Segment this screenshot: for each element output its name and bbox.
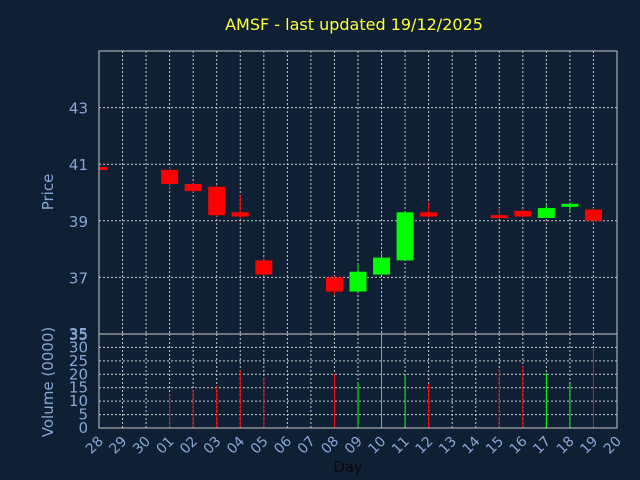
candle-body xyxy=(490,215,508,219)
x-tick-label: 20 xyxy=(601,434,625,458)
x-tick-label: 29 xyxy=(106,434,130,458)
candle-body xyxy=(584,209,602,221)
price-tick-label: 37 xyxy=(69,269,88,287)
candle-body xyxy=(561,203,579,207)
x-tick-label: 18 xyxy=(554,434,578,458)
candle-body xyxy=(208,186,226,216)
candle-body xyxy=(537,208,555,218)
price-tick-label: 35 xyxy=(69,326,88,344)
x-tick-label: 30 xyxy=(130,434,154,458)
candle-body xyxy=(373,257,391,275)
price-tick-label: 39 xyxy=(69,213,88,231)
volume-tick-label: 20 xyxy=(69,365,88,383)
chart-title: AMSF - last updated 19/12/2025 xyxy=(225,15,483,34)
candle-body xyxy=(231,212,249,217)
price-ticks: 35 37 39 41 43 xyxy=(69,100,88,344)
x-tick-label: 06 xyxy=(271,433,295,457)
volume-bars xyxy=(169,334,594,428)
x-tick-label: 15 xyxy=(483,434,507,458)
volume-axis-label: Volume (0000) xyxy=(39,327,57,437)
candle-body xyxy=(161,169,179,185)
x-tick-label: 16 xyxy=(507,433,531,457)
price-axis-label: Price xyxy=(39,174,57,211)
candle-body xyxy=(396,212,414,261)
candle-body xyxy=(255,260,273,275)
volume-tick-label: 35 xyxy=(69,325,88,343)
price-tick-label: 41 xyxy=(69,156,88,174)
x-tick-label: 14 xyxy=(460,433,484,457)
x-tick-label: 11 xyxy=(389,434,413,458)
x-tick-label: 10 xyxy=(365,434,389,458)
x-tick-label: 02 xyxy=(177,434,201,458)
candle-body xyxy=(514,210,532,217)
x-tick-label: 09 xyxy=(342,434,366,458)
candle-body xyxy=(184,184,202,192)
x-ticks: 28 29 30 01 02 03 04 05 06 07 08 09 10 11 12 13 14 15 16 17… xyxy=(83,433,625,457)
candle-body xyxy=(325,277,343,292)
volume-tick-label: 10 xyxy=(69,392,88,410)
x-tick-label: 01 xyxy=(154,434,178,458)
x-tick-label: 05 xyxy=(248,434,272,458)
x-tick-label: 03 xyxy=(201,434,225,458)
x-tick-label: 12 xyxy=(413,434,437,458)
x-tick-label: 28 xyxy=(83,434,107,458)
price-tick-label: 43 xyxy=(69,100,88,118)
x-axis-label: Day xyxy=(333,458,363,476)
candle-body xyxy=(99,167,108,171)
x-tick-label: 08 xyxy=(318,434,342,458)
volume-panel-frame xyxy=(98,333,618,429)
volume-tick-label: 25 xyxy=(69,352,88,370)
x-tick-label: 17 xyxy=(530,434,554,458)
x-tick-label: 19 xyxy=(577,434,601,458)
x-tick-label: 13 xyxy=(436,434,460,458)
candle-body xyxy=(420,212,438,217)
volume-tick-label: 0 xyxy=(78,419,88,437)
x-tick-label: 07 xyxy=(295,434,319,458)
candles xyxy=(98,165,602,295)
candle-body xyxy=(349,271,367,292)
x-tick-label: 04 xyxy=(224,433,248,457)
volume-tick-label: 15 xyxy=(69,379,88,397)
volume-tick-label: 5 xyxy=(78,406,88,424)
volume-tick-label: 30 xyxy=(69,338,88,356)
